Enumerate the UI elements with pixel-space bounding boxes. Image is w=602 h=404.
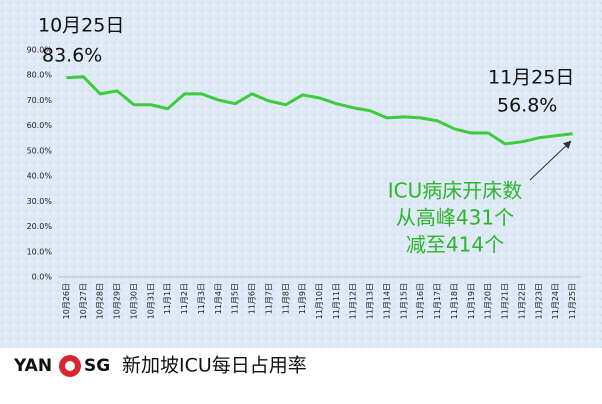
x-tick-label: 10月31日 (146, 283, 155, 319)
x-tick-label: 11月5日 (231, 283, 240, 314)
annotation-note: 从高峰431个 (396, 206, 514, 230)
x-tick-label: 11月4日 (214, 283, 223, 314)
x-tick-label: 10月29日 (113, 283, 122, 319)
y-tick-label: 90.0% (27, 46, 53, 55)
x-tick-label: 11月1日 (163, 283, 172, 314)
x-tick-label: 11月3日 (197, 283, 206, 314)
x-tick-label: 11月18日 (450, 283, 459, 319)
annotation-date: 10月25日 (38, 15, 124, 37)
logo-text: YAN (13, 356, 52, 376)
x-tick-label: 11月21日 (501, 283, 510, 319)
logo-text: SG (84, 356, 110, 376)
y-tick-label: 40.0% (27, 172, 53, 181)
y-tick-label: 10.0% (27, 247, 53, 256)
line (66, 75, 573, 146)
x-tick-label: 11月9日 (298, 283, 307, 314)
chart-title: 新加坡ICU每日占用率 (122, 355, 307, 377)
y-tick-label: 60.0% (27, 121, 53, 130)
x-tick-label: 11月2日 (180, 283, 189, 314)
y-tick-label: 70.0% (27, 96, 53, 105)
x-tick-label: 11月22日 (517, 283, 526, 319)
x-tick-label: 11月25日 (568, 283, 577, 319)
y-tick-label: 20.0% (27, 222, 53, 231)
x-tick-label: 11月23日 (534, 283, 543, 319)
y-tick-label: 30.0% (27, 197, 53, 206)
annotation-arrow (529, 140, 572, 181)
x-tick-label: 10月30日 (129, 283, 138, 319)
x-tick-label: 11月8日 (281, 283, 290, 314)
x-tick-label: 11月15日 (399, 283, 408, 319)
annotation-date: 11月25日 (488, 67, 574, 89)
y-tick-label: 0.0% (32, 273, 53, 282)
annotation-value: 56.8% (497, 95, 557, 117)
x-tick-label: 11月13日 (366, 283, 375, 319)
annotation-note: ICU病床开床数 (388, 179, 523, 203)
x-tick-label: 11月7日 (264, 283, 273, 314)
x-tick-label: 11月6日 (248, 283, 257, 314)
x-tick-label: 11月17日 (433, 283, 442, 319)
x-tick-label: 11月10日 (315, 283, 324, 319)
footer-band (0, 348, 602, 404)
x-tick-label: 10月27日 (79, 283, 88, 319)
x-tick-label: 11月14日 (382, 283, 391, 319)
x-tick-label: 10月28日 (96, 283, 105, 319)
annotation-value: 83.6% (42, 45, 102, 67)
x-tick-label: 11月16日 (416, 283, 425, 319)
x-tick-label: 11月20日 (484, 283, 493, 319)
x-tick-label: 11月11日 (332, 283, 341, 319)
y-tick-label: 50.0% (27, 146, 53, 155)
y-tick-label: 80.0% (27, 71, 53, 80)
x-tick-label: 11月19日 (467, 283, 476, 319)
logo-mark (65, 361, 75, 371)
annotation-note: 减至414个 (406, 233, 504, 257)
x-tick-label: 10月26日 (62, 283, 71, 319)
x-tick-label: 11月24日 (551, 283, 560, 319)
x-tick-label: 11月12日 (349, 283, 358, 319)
